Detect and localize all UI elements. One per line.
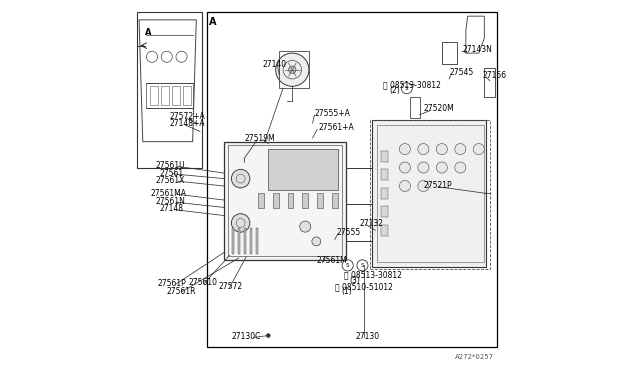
Text: 27519M: 27519M: [244, 134, 275, 143]
Polygon shape: [258, 193, 264, 208]
Polygon shape: [250, 228, 252, 254]
Text: (1): (1): [341, 287, 352, 296]
Text: 27545: 27545: [449, 68, 474, 77]
Text: 27561N: 27561N: [156, 197, 186, 206]
Polygon shape: [381, 169, 388, 180]
Circle shape: [266, 334, 270, 337]
Circle shape: [300, 221, 311, 232]
Circle shape: [455, 162, 466, 173]
Circle shape: [473, 144, 484, 155]
Polygon shape: [224, 142, 346, 260]
Text: 27521P: 27521P: [424, 182, 452, 190]
Text: 27520M: 27520M: [424, 104, 454, 113]
Text: (2): (2): [389, 86, 400, 94]
Polygon shape: [381, 225, 388, 236]
Circle shape: [436, 144, 447, 155]
Circle shape: [232, 169, 250, 188]
Text: 27572: 27572: [218, 282, 243, 291]
Circle shape: [399, 162, 410, 173]
Polygon shape: [372, 119, 486, 267]
Text: S: S: [346, 263, 349, 268]
Circle shape: [312, 237, 321, 246]
Circle shape: [289, 66, 296, 73]
Text: Ⓢ 08513-30812: Ⓢ 08513-30812: [383, 80, 441, 89]
Polygon shape: [317, 193, 323, 208]
Text: Ⓢ 08513-30812: Ⓢ 08513-30812: [344, 271, 402, 280]
Circle shape: [436, 162, 447, 173]
Polygon shape: [381, 188, 388, 199]
Circle shape: [418, 144, 429, 155]
Text: 27148+A: 27148+A: [170, 119, 205, 128]
Text: 27130: 27130: [355, 332, 380, 341]
Text: 27561R: 27561R: [167, 287, 196, 296]
Text: 275610: 275610: [189, 278, 218, 287]
Text: 27572+A: 27572+A: [170, 112, 205, 121]
Circle shape: [399, 180, 410, 192]
Text: (3): (3): [349, 276, 360, 285]
Circle shape: [399, 144, 410, 155]
Text: 27555: 27555: [337, 228, 361, 237]
Text: S: S: [405, 86, 408, 91]
Polygon shape: [381, 206, 388, 217]
Polygon shape: [273, 193, 278, 208]
Text: A: A: [209, 17, 217, 27]
Text: S: S: [361, 263, 364, 268]
Circle shape: [232, 214, 250, 232]
Circle shape: [418, 180, 429, 192]
Text: 27561P: 27561P: [157, 279, 186, 288]
Text: 27143N: 27143N: [462, 45, 492, 54]
Text: Ⓢ 08510-51012: Ⓢ 08510-51012: [335, 282, 393, 291]
Circle shape: [455, 144, 466, 155]
Polygon shape: [244, 228, 246, 254]
Polygon shape: [332, 193, 338, 208]
Text: 27561: 27561: [159, 169, 184, 177]
Circle shape: [418, 162, 429, 173]
Text: 27130C: 27130C: [232, 332, 260, 341]
Text: 27140: 27140: [263, 60, 287, 69]
Text: 27561M: 27561M: [316, 256, 347, 265]
Text: 27148: 27148: [159, 204, 184, 214]
Polygon shape: [302, 193, 308, 208]
Circle shape: [276, 53, 309, 86]
Text: 27555+A: 27555+A: [314, 109, 350, 118]
Text: 27561+A: 27561+A: [318, 123, 354, 132]
Polygon shape: [232, 228, 234, 254]
Text: 27156: 27156: [483, 71, 507, 80]
Polygon shape: [381, 151, 388, 162]
Polygon shape: [287, 193, 293, 208]
Text: 27561U: 27561U: [156, 161, 186, 170]
Text: A272*0257: A272*0257: [455, 353, 494, 360]
Polygon shape: [268, 149, 339, 190]
Text: 27561MA: 27561MA: [151, 189, 187, 198]
Polygon shape: [238, 228, 241, 254]
Text: 27561X: 27561X: [156, 176, 185, 185]
Text: A: A: [145, 28, 151, 37]
Text: 27132: 27132: [360, 219, 384, 228]
Polygon shape: [256, 228, 259, 254]
